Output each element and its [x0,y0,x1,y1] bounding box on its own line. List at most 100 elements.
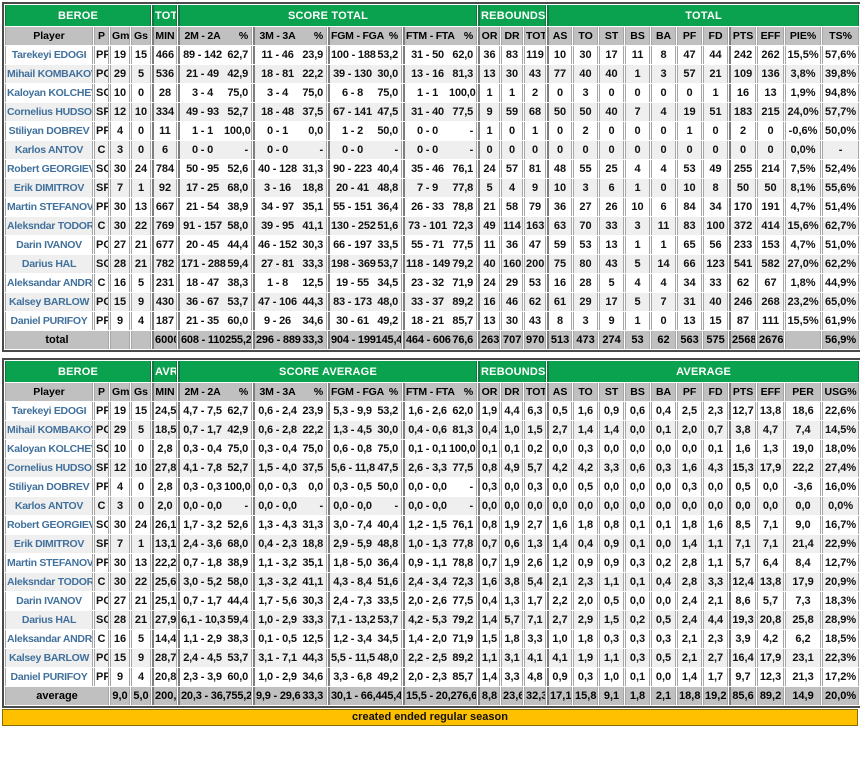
cell-fg: 20 - 41 48,8 [328,179,402,197]
cell-dr: 1 [501,84,524,102]
cell-st: 1,1 [599,649,625,667]
player-row: Martin STEFANOV PF 30 13 22,2 0,7 - 1,8 38,9 1,… [5,554,860,572]
col-min: MIN [152,27,177,45]
cell-or: 1 [478,84,501,102]
player-row: Robert GEORGIEVSG302426,11,7 - 3,252,61,… [5,516,860,534]
cell-gm: 7 [110,535,130,553]
cell-treb: 68 [524,103,547,121]
team-header: BEROE [5,361,151,382]
cell-fg: 55 - 151 36,4 [328,198,402,216]
made-attempted: 2,6 - 3,3 [408,462,447,474]
player-name: Robert GEORGIEV [5,160,93,178]
total-group-header: TOTAL [547,5,860,26]
cell-dr: 30 [501,312,524,330]
percentage: 34,6 [302,671,323,683]
cell-ft: 2,2 - 2,5 89,2 [403,649,478,667]
cell-pf: 0,0 [677,497,703,515]
cell-min: 27,8 [152,459,177,477]
cell-gs: 4 [131,312,151,330]
player-name: Kalsey BARLOW [5,649,93,667]
cell-pos: SF [94,459,109,477]
cell-adv1: 3,8% [785,65,822,83]
summary-or: 8,8 [478,687,501,705]
player-row: Cornelius HUDSON SF 12 10 334 49 - 93 52,7 18 -… [5,103,860,121]
cell-ba: 0 [651,84,677,102]
player-name: Tarekeyi EDOGI [5,46,93,64]
cell-as: 50 [547,103,573,121]
made-attempted: 2,4 - 7,3 [333,595,372,607]
player-row: Stiliyan DOBREV PF 4 0 11 1 - 1 100,0 0 - 1 0,0 1… [5,122,860,140]
cell-eff: 67 [757,274,785,292]
summary-bs: 1,8 [625,687,651,705]
percentage: 75,0 [302,87,323,99]
percentage: - [394,500,399,512]
percentage: 48,8 [377,538,398,550]
summary-dr: 707 [501,331,524,349]
cell-ba: 0,0 [651,478,677,496]
percentage: 36,4 [377,557,398,569]
percentage: 81,3 [452,68,474,80]
percentage: - [319,500,324,512]
made-attempted: 34 - 97 [261,201,294,213]
percentage: 51,6 [377,576,398,588]
cell-3pt: 0,0 - 0,0 - [253,497,327,515]
cell-or: 36 [478,46,501,64]
cell-adv1: 15,5% [785,46,822,64]
cell-to: 0,4 [573,535,599,553]
cell-gm: 30 [110,217,130,235]
cell-dr: 36 [501,236,524,254]
cell-fg: 5,6 - 11,8 47,5 [328,459,402,477]
cell-pts: 0 [729,141,757,159]
cell-to: 0,5 [573,478,599,496]
rebounds-group-header: REBOUNDS [478,5,547,26]
cell-gm: 10 [110,440,130,458]
cell-fg: 30 - 61 49,2 [328,312,402,330]
made-attempted: 0,0 - 0,0 [183,500,222,512]
cell-or: 0,3 [478,478,501,496]
cell-pts: 62 [729,274,757,292]
cell-adv2: 12,7% [822,554,860,572]
cell-gs: 21 [131,236,151,254]
cell-adv2: 22,3% [822,649,860,667]
cell-fd: 40 [703,293,729,311]
percentage: 30,0 [377,424,398,436]
cell-st: 33 [599,217,625,235]
cell-min: 18,5 [152,421,177,439]
made-attempted: 0,1 - 0,1 [408,443,447,455]
summary-eff: 89,2 [757,687,785,705]
cell-dr: 1,0 [501,421,524,439]
col-ba: BA [651,27,677,45]
made-attempted: 18 - 47 [186,277,219,289]
cell-to: 28 [573,274,599,292]
summary-treb: 32,3 [524,687,547,705]
cell-2pt: 20 - 45 44,4 [178,236,252,254]
player-name: Aleksandar ANDREJEVIC [5,630,93,648]
cell-3pt: 0,6 - 2,4 23,9 [253,402,327,420]
col-3pt: 3M - 3A% [253,383,327,401]
cell-fd: 100 [703,217,729,235]
cell-ft: 13 - 16 81,3 [403,65,478,83]
made-attempted: 3,1 - 7,1 [258,652,297,664]
cell-pts: 16,4 [729,649,757,667]
cell-bs: 4 [625,274,651,292]
col-eff: EFF [757,27,785,45]
cell-or: 13 [478,65,501,83]
cell-eff: 153 [757,236,785,254]
summary-label: total [5,331,109,349]
cell-bs: 0,3 [625,649,651,667]
cell-min: 22,2 [152,554,177,572]
percentage: 22,2 [302,424,323,436]
cell-eff: 50 [757,179,785,197]
cell-as: 75 [547,255,573,273]
cell-st: 0,0 [599,478,625,496]
cell-2pt: 0,0 - 0,0 - [178,497,252,515]
cell-pf: 1,8 [677,516,703,534]
col-bs: BS [625,383,651,401]
cell-adv2: - [822,141,860,159]
cell-ba: 0,0 [651,592,677,610]
col-pct-label: % [313,386,323,398]
cell-2pt: 3 - 4 75,0 [178,84,252,102]
cell-pts: 0,5 [729,478,757,496]
col-fd: FD [703,383,729,401]
